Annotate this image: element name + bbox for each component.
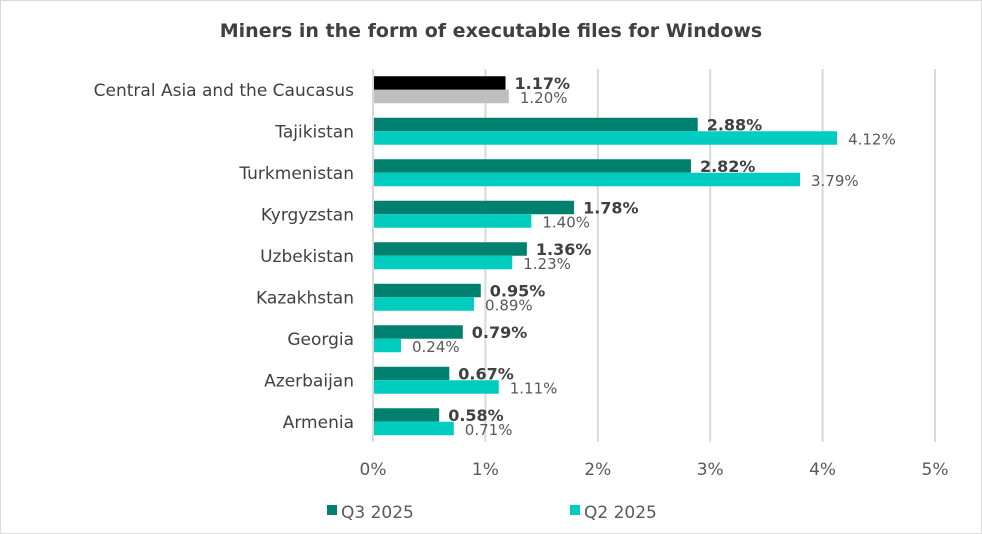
x-tick-label: 5% — [922, 460, 949, 480]
legend-label-q2: Q2 2025 — [584, 503, 657, 523]
data-label-q3: 0.67% — [458, 364, 514, 383]
bar-q2 — [374, 380, 499, 394]
bar-q2 — [374, 172, 800, 187]
data-label-q3: 0.79% — [472, 323, 528, 342]
bar-q3 — [374, 76, 506, 90]
category-label: Central Asia and the Caucasus — [94, 81, 354, 101]
data-label-q3: 1.78% — [583, 198, 639, 217]
legend-label-q3: Q3 2025 — [341, 503, 414, 523]
data-label-q2: 1.40% — [542, 213, 590, 231]
bar-q3 — [374, 325, 463, 339]
bar-q2 — [374, 89, 509, 104]
legend-swatch-q2 — [570, 505, 580, 515]
category-label: Kazakhstan — [256, 288, 354, 308]
data-label-q2: 0.24% — [412, 338, 460, 356]
data-label-q3: 2.88% — [707, 115, 763, 134]
data-label-q3: 0.58% — [448, 406, 504, 425]
data-label-q3: 0.95% — [490, 281, 546, 300]
bar-q2 — [374, 421, 454, 436]
category-label: Kyrgyzstan — [261, 205, 354, 225]
bar-q3 — [374, 283, 481, 298]
bar-q2 — [374, 214, 532, 228]
category-label: Uzbekistan — [260, 247, 354, 267]
data-label-q2: 1.11% — [510, 379, 558, 397]
bar-q2 — [374, 255, 513, 270]
category-label: Tajikistan — [274, 122, 354, 142]
bar-q3 — [374, 366, 450, 381]
data-label-q2: 3.79% — [811, 172, 859, 190]
data-label-q3: 1.17% — [515, 74, 571, 93]
bar-q3 — [374, 242, 527, 256]
x-tick-label: 4% — [809, 460, 836, 480]
bar-q3 — [374, 200, 575, 215]
legend-swatch-q3 — [327, 505, 337, 515]
category-label: Turkmenistan — [238, 164, 354, 184]
category-label: Azerbaijan — [264, 371, 354, 391]
x-tick-label: 0% — [360, 460, 387, 480]
bar-q3 — [374, 117, 698, 132]
category-label: Georgia — [287, 330, 354, 350]
data-label-q2: 4.12% — [848, 130, 896, 148]
chart-title: Miners in the form of executable files f… — [220, 20, 762, 42]
data-label-q2: 0.71% — [465, 421, 513, 439]
data-label-q2: 1.20% — [520, 89, 568, 107]
category-label: Armenia — [283, 413, 354, 433]
bar-q3 — [374, 408, 440, 422]
data-label-q2: 1.23% — [523, 255, 571, 273]
data-label-q3: 1.36% — [536, 240, 592, 259]
bar-q2 — [374, 338, 401, 353]
x-tick-label: 2% — [584, 460, 611, 480]
x-tick-label: 1% — [472, 460, 499, 480]
bar-q3 — [374, 159, 691, 173]
bar-q2 — [374, 131, 838, 145]
data-label-q2: 0.89% — [485, 296, 533, 314]
x-tick-label: 3% — [697, 460, 724, 480]
bar-q2 — [374, 297, 475, 311]
data-label-q3: 2.82% — [700, 157, 756, 176]
